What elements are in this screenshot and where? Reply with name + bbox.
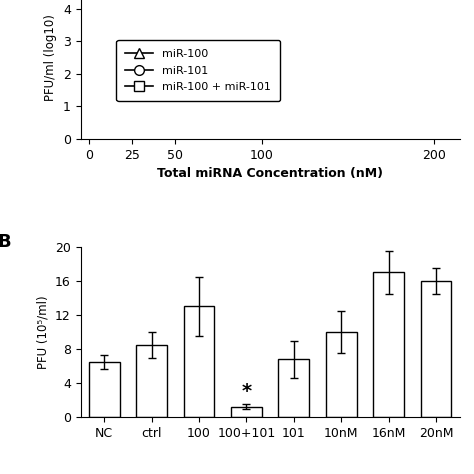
Text: B: B [0,233,11,251]
Legend: miR-100, miR-101, miR-100 + miR-101: miR-100, miR-101, miR-100 + miR-101 [117,40,280,101]
Bar [278,359,309,417]
Y-axis label: PFU/ml (log10): PFU/ml (log10) [44,14,57,101]
Bar [326,332,356,417]
Bar [89,362,119,417]
Y-axis label: PFU (10⁵/ml): PFU (10⁵/ml) [36,295,49,369]
Bar [420,281,451,417]
Bar [137,345,167,417]
Bar [373,273,404,417]
Bar [183,307,214,417]
Bar [231,407,262,417]
X-axis label: Total miRNA Concentration (nM): Total miRNA Concentration (nM) [157,167,383,180]
Text: *: * [241,382,252,401]
